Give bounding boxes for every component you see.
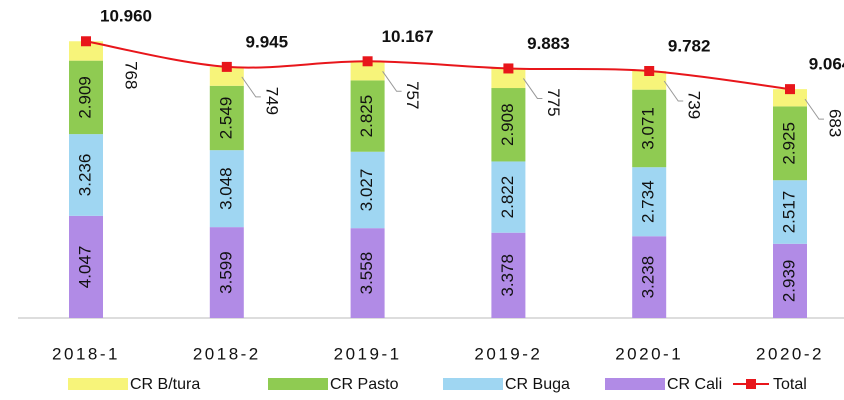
legend-label: CR B/tura [130,376,200,393]
total-label: 9.883 [527,34,570,53]
bar-segment [69,60,103,135]
legend-label: Total [773,376,807,393]
legend-label: CR Cali [667,376,722,393]
bar-segment [69,215,103,318]
legend-swatch [68,378,128,390]
data-label: 2.734 [639,180,658,223]
total-marker [785,84,795,95]
data-label: 3.378 [498,254,517,297]
data-label: 2.939 [779,260,798,303]
leader-line [804,98,824,120]
total-line [85,40,791,91]
legend-marker [746,379,756,389]
legend-swatch [443,378,503,390]
x-tick-label: 2019-2 [474,344,542,363]
bar-segment [773,106,807,181]
data-label: 739 [685,91,704,119]
data-label: 2.549 [216,97,235,140]
bar-segment [632,89,667,168]
bar-segment [209,227,244,318]
bar-segment [773,89,807,107]
total-label: 10.960 [100,7,152,26]
bar-segment [209,150,244,228]
total-label: 10.167 [382,27,434,46]
data-label: 749 [262,87,281,115]
bar-segment [69,41,103,61]
total-label: 9.945 [246,32,289,51]
legend-swatch [268,378,328,390]
bar-segment [491,161,526,233]
data-label: 775 [544,88,563,116]
total-marker [362,56,373,67]
bar-segment [491,68,526,89]
data-label: 3.599 [216,251,235,294]
bar-segment [491,232,526,318]
data-label: 3.236 [75,154,94,197]
data-label: 2.822 [498,176,517,219]
bar-segment [632,71,667,90]
bar-segment [350,151,385,229]
data-label: 3.027 [357,169,376,212]
bar-segment [209,85,244,151]
total-marker [644,66,655,77]
bar-segment [350,80,385,152]
leader-line [382,70,402,92]
data-label: 2.925 [779,122,798,165]
x-tick-label: 2020-1 [615,344,683,363]
x-tick-label: 2018-1 [52,344,120,363]
bar-segment [350,61,385,81]
data-label: 3.558 [357,252,376,295]
data-label: 4.047 [75,246,94,289]
data-label: 768 [122,61,141,89]
bar-segment [773,243,807,318]
leader-line [241,76,261,98]
data-label: 2.825 [357,95,376,138]
total-label: 9.064 [809,55,844,74]
bar-segment [69,134,103,216]
bar-segment [491,88,526,162]
data-label: 2.908 [498,103,517,146]
data-label: 3.238 [639,256,658,299]
leader-line [663,80,684,102]
total-marker [503,63,514,74]
data-label: 3.048 [216,167,235,210]
total-marker [81,36,91,47]
x-tick-label: 2020-2 [756,344,824,363]
bar-segment [773,180,807,244]
bar-segment [209,66,244,86]
total-marker [221,61,232,72]
leader-line [522,78,543,99]
legend-label: CR Pasto [330,376,399,393]
data-label: 683 [826,109,844,137]
legend-label: CR Buga [505,376,570,393]
data-label: 3.071 [639,107,658,150]
bar-segment [350,228,385,318]
data-label: 2.517 [779,191,798,234]
total-label: 9.782 [668,36,711,55]
data-label: 2.909 [75,76,94,119]
bar-segment [632,167,667,237]
bar-segment [632,236,667,318]
x-tick-label: 2018-2 [193,344,261,363]
data-label: 757 [403,81,422,109]
x-tick-label: 2019-1 [334,344,402,363]
legend-swatch [605,378,665,390]
